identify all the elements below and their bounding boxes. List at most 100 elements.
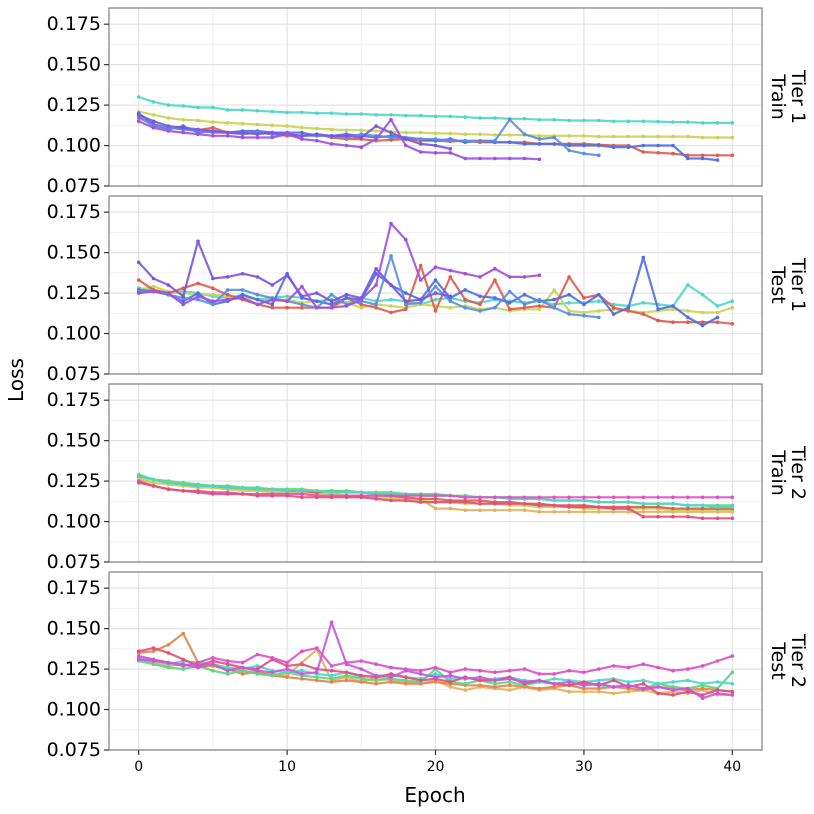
data-point bbox=[700, 681, 705, 686]
data-point bbox=[522, 508, 527, 512]
data-point bbox=[686, 495, 690, 500]
data-point bbox=[240, 292, 245, 297]
data-point bbox=[582, 296, 586, 300]
data-point bbox=[700, 664, 705, 668]
data-point bbox=[730, 299, 735, 304]
data-point bbox=[507, 495, 512, 500]
data-point bbox=[686, 153, 690, 158]
data-point bbox=[730, 689, 735, 694]
data-point bbox=[196, 118, 200, 123]
facet-label-line: Train bbox=[767, 449, 789, 496]
data-point bbox=[567, 134, 571, 138]
data-point bbox=[359, 495, 364, 500]
data-point bbox=[715, 688, 720, 692]
data-point bbox=[270, 656, 275, 660]
data-point bbox=[181, 482, 185, 487]
data-point bbox=[715, 320, 720, 325]
data-point bbox=[359, 659, 364, 663]
data-point bbox=[418, 263, 423, 268]
data-point bbox=[211, 276, 215, 281]
data-point bbox=[597, 153, 601, 158]
data-point bbox=[582, 683, 586, 688]
data-point bbox=[656, 505, 660, 509]
data-point bbox=[329, 620, 334, 624]
data-point bbox=[671, 120, 675, 124]
data-point bbox=[404, 237, 408, 242]
data-point bbox=[478, 501, 482, 506]
data-point bbox=[329, 490, 334, 495]
data-point bbox=[597, 495, 601, 500]
y-tick-label: 0.175 bbox=[47, 13, 101, 35]
data-point bbox=[715, 659, 720, 663]
data-point bbox=[300, 677, 304, 681]
data-point bbox=[181, 104, 185, 108]
data-point bbox=[597, 118, 601, 123]
data-point bbox=[389, 498, 393, 503]
data-point bbox=[626, 506, 631, 511]
data-point bbox=[730, 121, 735, 125]
data-point bbox=[552, 672, 556, 676]
data-point bbox=[493, 138, 497, 143]
data-point bbox=[478, 495, 482, 500]
data-point bbox=[433, 131, 438, 136]
data-point bbox=[715, 315, 720, 320]
data-point bbox=[196, 490, 200, 495]
data-point bbox=[522, 142, 527, 146]
data-point bbox=[641, 510, 646, 514]
data-point bbox=[611, 305, 616, 310]
data-point bbox=[196, 239, 200, 244]
data-point bbox=[507, 501, 512, 506]
data-point bbox=[240, 489, 245, 493]
data-point bbox=[300, 284, 304, 289]
data-point bbox=[166, 291, 171, 295]
data-point bbox=[270, 670, 275, 675]
data-point bbox=[730, 305, 735, 310]
data-point bbox=[582, 118, 586, 123]
facet-strip bbox=[766, 572, 810, 750]
data-point bbox=[255, 664, 260, 668]
data-point bbox=[240, 492, 245, 496]
data-point bbox=[315, 111, 319, 115]
data-point bbox=[671, 151, 675, 156]
data-point bbox=[285, 124, 289, 128]
x-tick-label: 20 bbox=[427, 759, 445, 775]
data-point bbox=[567, 495, 571, 500]
data-point bbox=[300, 649, 304, 654]
data-point bbox=[136, 278, 141, 282]
data-point bbox=[507, 508, 512, 512]
data-point bbox=[686, 315, 690, 320]
data-point bbox=[686, 283, 690, 287]
data-point bbox=[315, 305, 319, 310]
data-point bbox=[641, 678, 646, 683]
data-point bbox=[700, 686, 705, 691]
facet-label-line: Tier 1 bbox=[787, 69, 809, 124]
data-point bbox=[166, 124, 171, 128]
data-point bbox=[448, 305, 453, 310]
data-point bbox=[493, 685, 497, 689]
data-point bbox=[552, 288, 556, 292]
data-point bbox=[374, 678, 378, 683]
data-point bbox=[656, 151, 660, 155]
data-point bbox=[329, 302, 334, 307]
data-point bbox=[626, 500, 631, 504]
data-point bbox=[552, 297, 556, 302]
data-point bbox=[493, 156, 497, 161]
data-point bbox=[344, 292, 349, 297]
data-point bbox=[211, 484, 215, 488]
data-point bbox=[493, 267, 497, 271]
data-point bbox=[522, 117, 527, 121]
data-point bbox=[567, 312, 571, 316]
data-point bbox=[611, 145, 616, 149]
data-point bbox=[240, 135, 245, 140]
data-point bbox=[359, 145, 364, 149]
data-point bbox=[700, 320, 705, 325]
data-point bbox=[730, 322, 735, 326]
data-point bbox=[493, 681, 497, 686]
data-point bbox=[656, 495, 660, 500]
data-point bbox=[567, 301, 571, 305]
data-point bbox=[448, 147, 453, 151]
data-point bbox=[597, 143, 601, 148]
data-point bbox=[611, 685, 616, 689]
data-point bbox=[433, 665, 438, 670]
data-point bbox=[404, 498, 408, 503]
